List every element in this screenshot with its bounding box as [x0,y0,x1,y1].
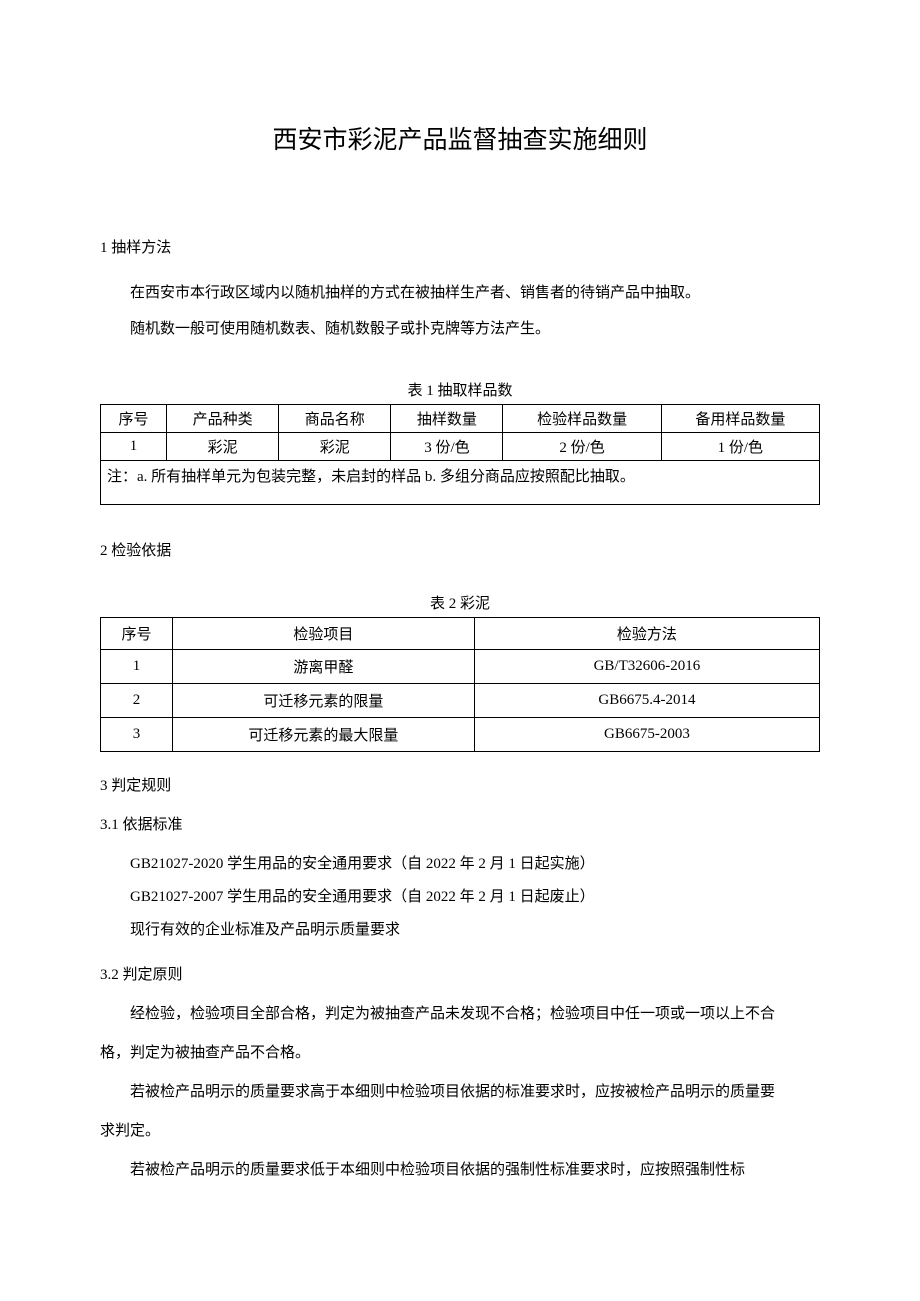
table2: 序号 检验项目 检验方法 1 游离甲醛 GB/T32606-2016 2 可迁移… [100,617,820,752]
section3-2-p2b: 求判定。 [100,1115,820,1148]
section3-2-p1b: 格，判定为被抽查产品不合格。 [100,1037,820,1070]
section3-2-p1a: 经检验，检验项目全部合格，判定为被抽查产品未发现不合格；检验项目中任一项或一项以… [100,998,820,1031]
table-row: 1 游离甲醛 GB/T32606-2016 [101,650,820,684]
standard-line-0: GB21027-2020 学生用品的安全通用要求（自 2022 年 2 月 1 … [100,848,820,881]
table1-h1: 产品种类 [167,405,279,433]
table1-r0c5: 1 份/色 [661,433,819,461]
section3-1-heading: 3.1 依据标准 [100,813,820,834]
table2-r0c1: 游离甲醛 [172,650,474,684]
page-title: 西安市彩泥产品监督抽查实施细则 [100,120,820,156]
table2-caption: 表 2 彩泥 [100,592,820,613]
table2-header-row: 序号 检验项目 检验方法 [101,618,820,650]
section1-p2: 随机数一般可使用随机数表、随机数骰子或扑克牌等方法产生。 [100,311,820,347]
section2-heading: 2 检验依据 [100,539,820,560]
table1-r0c2: 彩泥 [279,433,391,461]
table1-r0c0: 1 [101,433,167,461]
standards-list: GB21027-2020 学生用品的安全通用要求（自 2022 年 2 月 1 … [100,848,820,947]
table-row: 1 彩泥 彩泥 3 份/色 2 份/色 1 份/色 [101,433,820,461]
table1-note: 注：a. 所有抽样单元为包装完整，未启封的样品 b. 多组分商品应按照配比抽取。 [101,461,820,505]
table2-r1c0: 2 [101,684,173,718]
table2-r2c2: GB6675-2003 [474,718,819,752]
table2-r2c1: 可迁移元素的最大限量 [172,718,474,752]
table1-h5: 备用样品数量 [661,405,819,433]
section3-heading: 3 判定规则 [100,774,820,795]
table1-r0c1: 彩泥 [167,433,279,461]
table2-h1: 检验项目 [172,618,474,650]
table2-r2c0: 3 [101,718,173,752]
table2-r0c0: 1 [101,650,173,684]
table-row: 3 可迁移元素的最大限量 GB6675-2003 [101,718,820,752]
standard-line-2: 现行有效的企业标准及产品明示质量要求 [100,914,820,947]
table1-h0: 序号 [101,405,167,433]
section3-2-p2a: 若被检产品明示的质量要求高于本细则中检验项目依据的标准要求时，应按被检产品明示的… [100,1076,820,1109]
table-row: 2 可迁移元素的限量 GB6675.4-2014 [101,684,820,718]
table2-h0: 序号 [101,618,173,650]
standard-line-1: GB21027-2007 学生用品的安全通用要求（自 2022 年 2 月 1 … [100,881,820,914]
table1-r0c4: 2 份/色 [503,433,661,461]
table1-h2: 商品名称 [279,405,391,433]
table1-note-row: 注：a. 所有抽样单元为包装完整，未启封的样品 b. 多组分商品应按照配比抽取。 [101,461,820,505]
table2-h2: 检验方法 [474,618,819,650]
table2-r0c2: GB/T32606-2016 [474,650,819,684]
table1-header-row: 序号 产品种类 商品名称 抽样数量 检验样品数量 备用样品数量 [101,405,820,433]
table1: 序号 产品种类 商品名称 抽样数量 检验样品数量 备用样品数量 1 彩泥 彩泥 … [100,404,820,505]
table1-h3: 抽样数量 [391,405,503,433]
table1-h4: 检验样品数量 [503,405,661,433]
table2-r1c1: 可迁移元素的限量 [172,684,474,718]
table1-r0c3: 3 份/色 [391,433,503,461]
section1-heading: 1 抽样方法 [100,236,820,257]
table1-caption: 表 1 抽取样品数 [100,379,820,400]
section3-2-p3: 若被检产品明示的质量要求低于本细则中检验项目依据的强制性标准要求时，应按照强制性… [100,1154,820,1187]
table2-r1c2: GB6675.4-2014 [474,684,819,718]
section3-2-heading: 3.2 判定原则 [100,963,820,984]
section1-p1: 在西安市本行政区域内以随机抽样的方式在被抽样生产者、销售者的待销产品中抽取。 [100,275,820,311]
